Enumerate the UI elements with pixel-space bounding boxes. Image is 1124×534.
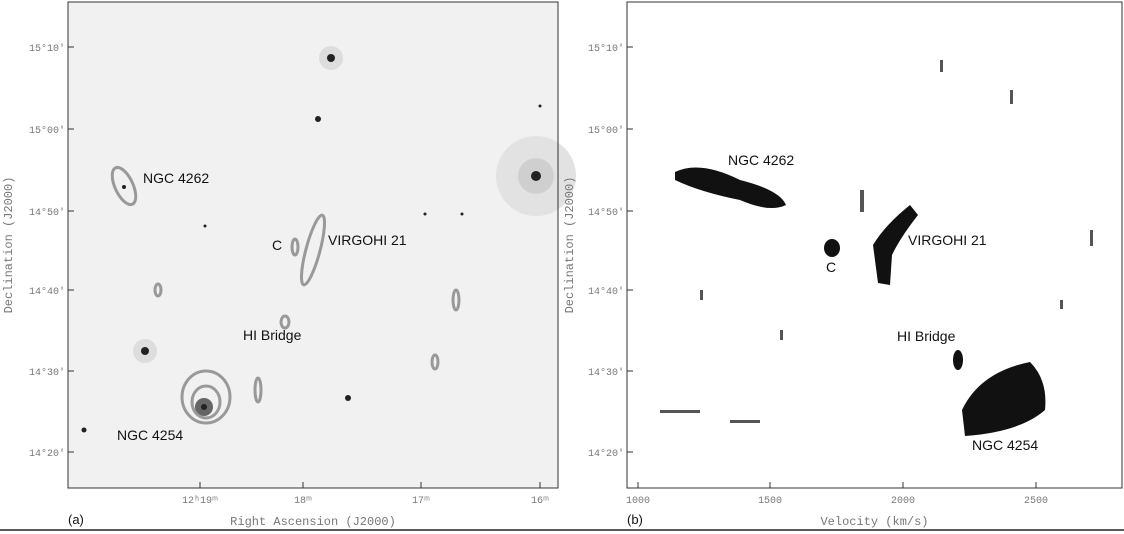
annotation: NGC 4262 — [728, 152, 794, 168]
x-tick-label: 16ᵐ — [531, 496, 549, 507]
y-axis-title: Declination (J2000) — [563, 177, 577, 314]
figure: 15°10' 15°00' 14°50' 14°40' 14°30' 14°20' 12ʰ1… — [0, 0, 1124, 534]
annotation: HI Bridge — [243, 327, 302, 343]
annotation: C — [826, 259, 836, 275]
x-tick-label: 12ʰ19ᵐ — [182, 496, 218, 507]
y-tick-label: 15°00' — [29, 125, 65, 137]
panel-label: (b) — [627, 512, 643, 527]
x-tick-label: 1000 — [626, 496, 650, 507]
annotation: VIRGOHI 21 — [908, 232, 987, 248]
annotation: NGC 4254 — [117, 427, 183, 443]
y-tick-label: 14°50' — [588, 207, 624, 219]
y-tick-label: 15°10' — [588, 43, 624, 55]
annotation: VIRGOHI 21 — [328, 232, 407, 248]
x-tick-label: 1500 — [758, 496, 782, 507]
y-tick-label: 14°40' — [588, 286, 624, 298]
annotation: C — [272, 237, 282, 253]
y-tick-label: 14°30' — [29, 367, 65, 379]
x-tick-label: 2000 — [891, 496, 915, 507]
x-axis-title: Velocity (km/s) — [820, 515, 928, 529]
y-tick-label: 14°20' — [29, 448, 65, 460]
annotation: NGC 4254 — [972, 437, 1038, 453]
annotation: NGC 4262 — [143, 170, 209, 186]
x-tick-label: 18ᵐ — [294, 496, 312, 507]
y-tick-label: 14°20' — [588, 448, 624, 460]
optical-image — [68, 2, 558, 488]
panel-label: (a) — [68, 512, 84, 527]
y-tick-label: 14°30' — [588, 367, 624, 379]
y-axis-title: Declination (J2000) — [2, 177, 16, 314]
x-axis-title: Right Ascension (J2000) — [230, 515, 396, 529]
y-tick-label: 14°40' — [29, 286, 65, 298]
y-tick-label: 15°00' — [588, 125, 624, 137]
x-tick-label: 2500 — [1024, 496, 1048, 507]
y-tick-label: 15°10' — [29, 43, 65, 55]
x-tick-label: 17ᵐ — [412, 496, 430, 507]
annotation: HI Bridge — [897, 328, 956, 344]
y-tick-label: 14°50' — [29, 207, 65, 219]
